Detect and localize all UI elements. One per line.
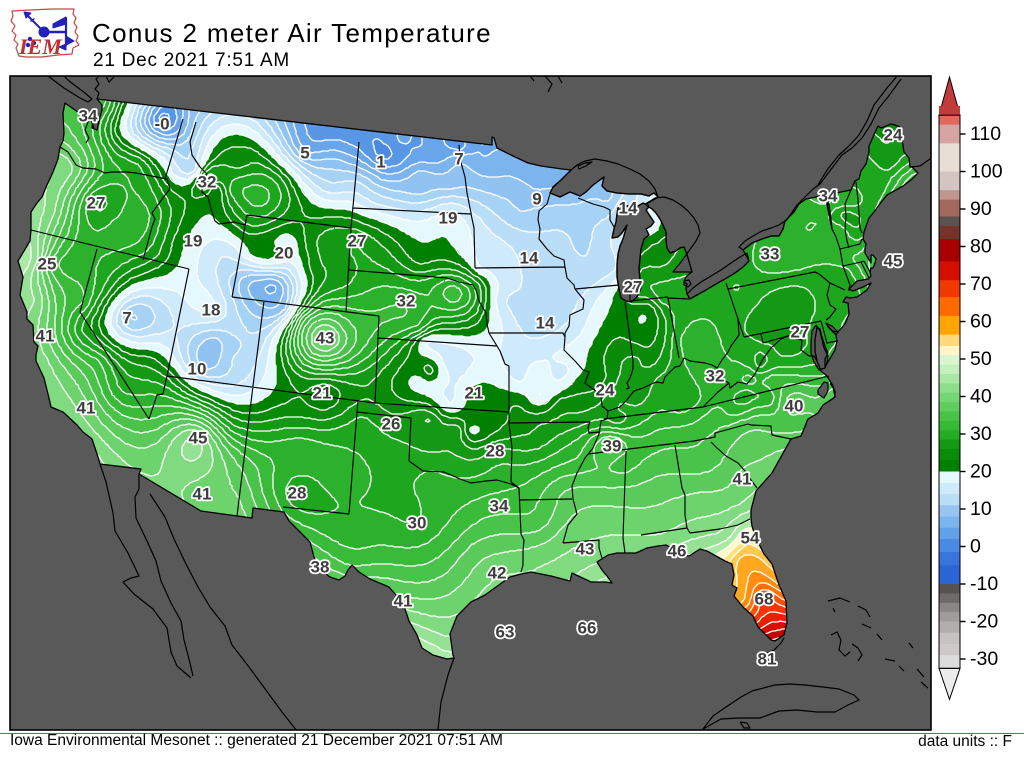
svg-text:41: 41: [733, 470, 752, 489]
svg-text:27: 27: [624, 278, 643, 297]
svg-text:14: 14: [619, 199, 638, 218]
svg-text:21: 21: [465, 384, 484, 403]
svg-text:20: 20: [275, 244, 294, 263]
svg-text:25: 25: [38, 255, 57, 274]
svg-text:21: 21: [313, 384, 332, 403]
svg-text:63: 63: [496, 623, 515, 642]
svg-text:41: 41: [77, 399, 96, 418]
svg-text:43: 43: [576, 540, 595, 559]
svg-text:42: 42: [488, 564, 507, 583]
svg-text:28: 28: [486, 442, 505, 461]
svg-text:54: 54: [741, 529, 760, 548]
svg-text:24: 24: [884, 126, 903, 145]
svg-text:5: 5: [300, 144, 309, 163]
svg-text:26: 26: [382, 415, 401, 434]
svg-text:19: 19: [439, 209, 458, 228]
svg-text:46: 46: [668, 542, 687, 561]
svg-text:28: 28: [288, 484, 307, 503]
svg-text:34: 34: [490, 497, 509, 516]
svg-text:10: 10: [188, 360, 207, 379]
svg-text:43: 43: [316, 329, 335, 348]
svg-text:24: 24: [596, 381, 615, 400]
svg-text:-0: -0: [154, 115, 169, 134]
svg-text:33: 33: [761, 245, 780, 264]
svg-text:27: 27: [348, 232, 367, 251]
svg-text:34: 34: [79, 107, 98, 126]
svg-text:1: 1: [376, 153, 385, 172]
svg-text:14: 14: [520, 249, 539, 268]
svg-text:18: 18: [202, 301, 221, 320]
svg-text:66: 66: [578, 619, 597, 638]
svg-text:41: 41: [394, 592, 413, 611]
svg-text:40: 40: [785, 397, 804, 416]
svg-text:19: 19: [184, 232, 203, 251]
svg-text:41: 41: [193, 485, 212, 504]
svg-text:9: 9: [532, 190, 541, 209]
svg-text:68: 68: [755, 590, 774, 609]
svg-text:7: 7: [122, 309, 131, 328]
svg-text:30: 30: [408, 514, 427, 533]
svg-text:39: 39: [603, 437, 622, 456]
svg-text:27: 27: [791, 323, 810, 342]
svg-text:27: 27: [87, 194, 106, 213]
svg-text:32: 32: [397, 292, 416, 311]
svg-text:7: 7: [454, 150, 463, 169]
svg-text:81: 81: [758, 650, 777, 669]
svg-text:41: 41: [36, 327, 55, 346]
svg-text:45: 45: [884, 252, 903, 271]
svg-text:14: 14: [536, 314, 555, 333]
svg-text:32: 32: [706, 367, 725, 386]
svg-text:45: 45: [189, 429, 208, 448]
svg-text:38: 38: [311, 558, 330, 577]
svg-text:34: 34: [819, 187, 838, 206]
svg-text:32: 32: [198, 173, 217, 192]
